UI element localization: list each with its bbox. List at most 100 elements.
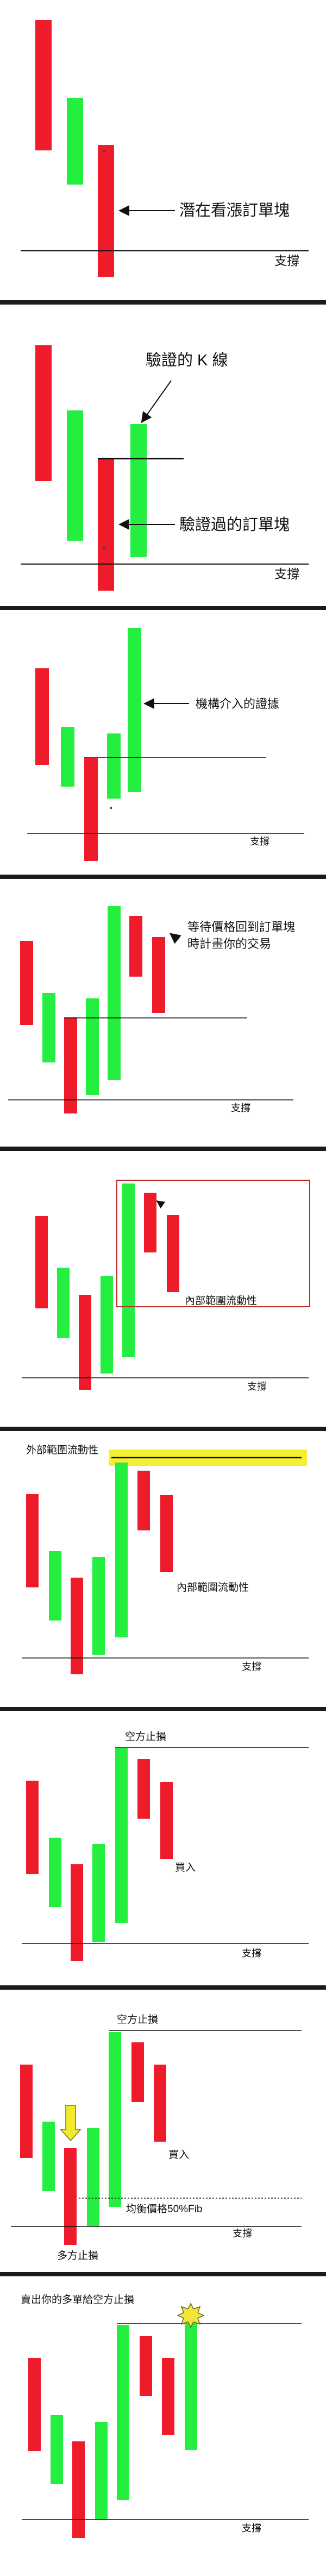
candle-bull-3 — [109, 2032, 121, 2207]
candle-bear-4 — [162, 2358, 174, 2435]
sell-label: 賣出你的多單給空方止損 — [21, 2294, 134, 2306]
candle-bull-1 — [42, 2122, 55, 2191]
separator-3 — [0, 875, 326, 879]
candle-bull-2 — [92, 1557, 105, 1655]
stop-label: 空方止損 — [125, 1731, 166, 1743]
candle-bear-2 — [72, 2441, 85, 2538]
separator-6 — [0, 1707, 326, 1711]
support-label: 支撐 — [250, 836, 269, 847]
candle-bear-1 — [20, 941, 33, 1025]
candle-bear-2 — [98, 459, 114, 591]
candle-bull-3 — [117, 2325, 129, 2500]
kline-arrow — [141, 380, 172, 423]
buy-label: 買入 — [175, 1862, 196, 1874]
panel-8: 空方止損 均衡價格50%Fib 買入 支撐 多方止損 — [0, 1990, 326, 2272]
panel-4-chart: 等待價格回到訂單塊 時計畫你的交易 支撐 — [8, 906, 295, 1113]
candle-bull-1 — [49, 1551, 61, 1621]
candle-bull-1 — [61, 727, 74, 787]
candle-bear-3 — [131, 2042, 144, 2102]
support-label: 支撐 — [233, 2228, 252, 2239]
candle-bear-2 — [71, 1578, 83, 1674]
panel-9: 賣出你的多單給空方止損 支撐 — [0, 2276, 326, 2576]
candle-bull-2 — [101, 1276, 113, 1374]
candle-bear-4 — [167, 1215, 179, 1292]
support-label: 支撐 — [242, 1948, 261, 1959]
candle-bull-2 — [87, 2128, 99, 2226]
internal-label: 內部範圍流動性 — [185, 1295, 257, 1307]
candle-bear-1 — [35, 668, 49, 765]
support-label: 支撐 — [231, 1103, 250, 1113]
support-label: 支撐 — [242, 1661, 261, 1672]
candle-bear-2 — [64, 2148, 77, 2245]
panel-6-chart: 外部範圍流動性 內部範圍流動性 支撐 — [22, 1444, 309, 1674]
external-label: 外部範圍流動性 — [26, 1444, 98, 1456]
panel-2-chart: 驗證的 K 線 驗證過的訂單塊 支撐 — [21, 345, 309, 591]
candle-bull-2 — [86, 998, 99, 1095]
wick-marker — [103, 547, 105, 549]
panel-3-chart: 機構介入的證據 支撐 — [27, 628, 304, 861]
separator-4 — [0, 1147, 326, 1151]
separator-2 — [0, 606, 326, 610]
candle-bear-2 — [64, 1017, 77, 1113]
long-stop-label: 多方止損 — [57, 2250, 98, 2262]
panel-1: 潛在看漲訂單塊 支撐 — [0, 0, 326, 300]
candle-bull-3 — [122, 1183, 135, 1357]
burst-icon — [177, 2302, 205, 2328]
candle-bear-3 — [137, 1471, 150, 1530]
panel-1-chart: 潛在看漲訂單塊 支撐 — [21, 20, 309, 277]
candle-bear-2 — [98, 145, 114, 277]
candle-bull-2 — [130, 424, 147, 557]
candle-bull-1 — [67, 98, 83, 185]
candle-bear-4 — [160, 1495, 173, 1572]
candle-bear-3 — [129, 916, 142, 977]
candle-bull-1 — [49, 1838, 61, 1907]
separator-7 — [0, 1985, 326, 1990]
candle-bear-4 — [154, 2065, 166, 2142]
candle-bull-4 — [185, 2309, 197, 2450]
candle-bear-3 — [137, 1759, 150, 1819]
candle-bull-2 — [92, 1844, 105, 1942]
candle-bull-1 — [57, 1268, 70, 1338]
wait-label-2: 時計畫你的交易 — [187, 937, 271, 951]
candle-bull-3 — [115, 1748, 128, 1923]
candle-bear-1 — [20, 2065, 33, 2158]
candle-bear-1 — [26, 1781, 39, 1874]
internal-label: 內部範圍流動性 — [177, 1581, 249, 1593]
candle-bear-2 — [79, 1295, 91, 1390]
candle-bull-1 — [67, 410, 83, 541]
candle-bull-1 — [51, 2415, 63, 2484]
ob-label: 潛在看漲訂單塊 — [179, 201, 290, 219]
panel-7: 空方止損 買入 支撐 — [0, 1711, 326, 1985]
candle-bear-4 — [152, 937, 165, 1013]
panel-7-chart: 空方止損 買入 支撐 — [22, 1731, 309, 1961]
support-label: 支撐 — [274, 567, 299, 581]
panel-4: 等待價格回到訂單塊 時計畫你的交易 支撐 — [0, 879, 326, 1147]
wick-marker — [103, 150, 105, 152]
panel-5-chart: 內部範圍流動性 支撐 — [22, 1180, 310, 1392]
separator-5 — [0, 1427, 326, 1431]
candle-bear-1 — [26, 1494, 39, 1587]
candle-bull-3 — [128, 628, 141, 792]
candle-bull-3 — [108, 906, 121, 1080]
candle-bear-2 — [84, 758, 98, 861]
fib-label: 均衡價格50%Fib — [126, 2203, 202, 2215]
candle-bear-1 — [28, 2358, 41, 2451]
box-arrow — [156, 1200, 166, 1209]
separator-1 — [0, 300, 326, 305]
range-box — [116, 1180, 310, 1307]
panel-8-chart: 空方止損 均衡價格50%Fib 買入 支撐 多方止損 — [11, 2014, 302, 2262]
wait-label-1: 等待價格回到訂單塊 — [187, 920, 295, 934]
buy-label: 買入 — [168, 2149, 189, 2161]
panel-2: 驗證的 K 線 驗證過的訂單塊 支撐 — [0, 305, 326, 606]
panel-9-chart: 賣出你的多單給空方止損 支撐 — [21, 2294, 309, 2538]
kline-label: 驗證的 K 線 — [146, 351, 228, 369]
candle-bear-3 — [144, 1193, 156, 1252]
down-arrow-icon — [60, 2105, 82, 2142]
wait-arrow — [169, 933, 181, 944]
candle-bear-1 — [35, 345, 52, 481]
wick-marker — [110, 807, 112, 809]
panel-6: 外部範圍流動性 內部範圍流動性 支撐 — [0, 1431, 326, 1707]
candle-bear-1 — [35, 20, 52, 150]
candle-bear-3 — [140, 2336, 152, 2396]
